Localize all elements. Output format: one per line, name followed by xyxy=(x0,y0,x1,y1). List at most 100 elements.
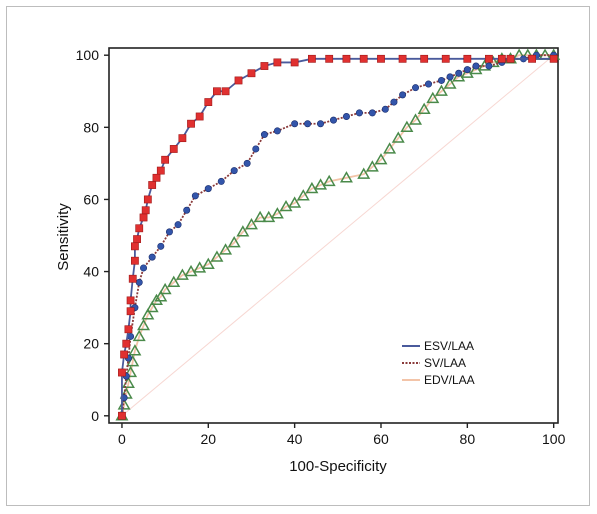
data-point-edv-laa xyxy=(426,91,440,104)
legend-label: ESV/LAA xyxy=(424,339,474,353)
data-point-esv-laa xyxy=(133,235,141,244)
data-point-esv-laa xyxy=(247,69,256,78)
data-point-esv-laa xyxy=(131,256,139,265)
data-point-esv-laa xyxy=(135,224,144,233)
data-point-edv-laa xyxy=(227,235,241,248)
data-point-esv-laa xyxy=(342,54,351,63)
data-point-esv-laa xyxy=(420,54,429,63)
data-point-edv-laa xyxy=(296,189,310,201)
data-point-sv-laa xyxy=(342,113,350,121)
data-point-esv-laa xyxy=(377,54,385,63)
data-point-sv-laa xyxy=(148,253,156,261)
data-point-sv-laa xyxy=(204,185,212,193)
x-tick-label: 80 xyxy=(460,431,476,447)
data-point-sv-laa xyxy=(243,159,251,167)
data-point-esv-laa xyxy=(325,54,334,63)
y-tick-label: 60 xyxy=(83,191,99,207)
x-tick-label: 40 xyxy=(287,431,303,447)
data-point-edv-laa xyxy=(154,290,168,302)
data-point-edv-laa xyxy=(322,174,336,187)
data-point-edv-laa xyxy=(409,113,423,125)
data-point-sv-laa xyxy=(304,120,312,128)
data-point-edv-laa xyxy=(434,84,448,96)
data-point-sv-laa xyxy=(183,206,191,214)
data-point-edv-laa xyxy=(400,120,414,132)
data-point-edv-laa xyxy=(279,199,293,212)
y-tick-label: 40 xyxy=(83,264,99,280)
data-point-edv-laa xyxy=(132,329,146,342)
x-tick-label: 60 xyxy=(373,431,389,447)
data-point-sv-laa xyxy=(485,62,493,70)
data-point-esv-laa xyxy=(120,350,129,359)
data-point-edv-laa xyxy=(201,257,215,269)
data-point-sv-laa xyxy=(424,80,432,88)
data-point-edv-laa xyxy=(219,243,233,255)
data-point-edv-laa xyxy=(270,207,284,219)
data-point-sv-laa xyxy=(368,109,376,117)
data-point-esv-laa xyxy=(273,58,282,67)
data-point-edv-laa xyxy=(124,365,138,378)
data-point-sv-laa xyxy=(355,109,363,117)
data-point-esv-laa xyxy=(441,54,450,63)
data-point-esv-laa xyxy=(359,54,368,63)
data-point-edv-laa xyxy=(141,308,155,320)
data-point-edv-laa xyxy=(417,102,431,114)
data-point-sv-laa xyxy=(140,264,148,272)
data-point-edv-laa xyxy=(167,275,181,288)
data-point-sv-laa xyxy=(390,98,398,106)
data-point-sv-laa xyxy=(230,167,238,175)
data-point-esv-laa xyxy=(122,339,131,348)
data-point-sv-laa xyxy=(399,91,407,99)
x-axis-title: 100-Specificity xyxy=(289,458,387,475)
data-point-sv-laa xyxy=(329,116,337,124)
data-point-sv-laa xyxy=(252,145,260,153)
data-point-sv-laa xyxy=(455,69,463,77)
reference-diagonal xyxy=(121,54,555,417)
data-point-esv-laa xyxy=(463,54,472,63)
data-point-edv-laa xyxy=(253,210,267,223)
data-point-edv-laa xyxy=(383,142,397,154)
data-point-esv-laa xyxy=(549,54,558,63)
data-point-edv-laa xyxy=(305,181,319,194)
y-axis-title: Sensitivity xyxy=(55,203,72,271)
data-point-edv-laa xyxy=(357,167,371,179)
data-point-esv-laa xyxy=(169,145,178,153)
y-tick-label: 0 xyxy=(91,408,99,424)
data-point-esv-laa xyxy=(124,325,133,334)
x-tick-label: 100 xyxy=(542,431,566,447)
data-point-esv-laa xyxy=(118,368,126,377)
data-point-esv-laa xyxy=(213,87,221,96)
x-tick-label: 20 xyxy=(201,431,217,447)
data-point-edv-laa xyxy=(391,131,405,143)
data-point-edv-laa xyxy=(262,210,276,223)
data-point-sv-laa xyxy=(165,228,173,236)
data-point-sv-laa xyxy=(273,127,281,135)
data-point-edv-laa xyxy=(365,160,379,172)
data-point-sv-laa xyxy=(174,221,182,229)
data-point-edv-laa xyxy=(158,282,172,295)
data-point-edv-laa xyxy=(339,171,353,183)
data-point-esv-laa xyxy=(221,87,230,96)
legend: ESV/LAA SV/LAA EDV/LAA xyxy=(402,339,475,387)
legend-label: SV/LAA xyxy=(424,356,466,370)
data-point-sv-laa xyxy=(157,242,165,250)
data-point-edv-laa xyxy=(452,70,466,82)
data-point-edv-laa xyxy=(210,250,224,262)
data-point-edv-laa xyxy=(460,66,474,78)
data-point-sv-laa xyxy=(217,177,225,185)
data-point-edv-laa xyxy=(244,217,258,230)
data-point-esv-laa xyxy=(485,54,493,63)
data-point-edv-laa xyxy=(443,77,457,89)
data-point-esv-laa xyxy=(290,58,299,67)
data-point-edv-laa xyxy=(128,344,142,356)
data-point-edv-laa xyxy=(288,196,302,208)
data-point-esv-laa xyxy=(131,242,139,251)
data-point-esv-laa xyxy=(148,181,157,189)
data-point-esv-laa xyxy=(143,195,152,204)
data-point-edv-laa xyxy=(184,264,198,277)
data-point-sv-laa xyxy=(463,66,471,74)
x-tick-label: 0 xyxy=(118,431,126,447)
data-point-esv-laa xyxy=(187,119,195,128)
data-point-sv-laa xyxy=(437,76,445,84)
